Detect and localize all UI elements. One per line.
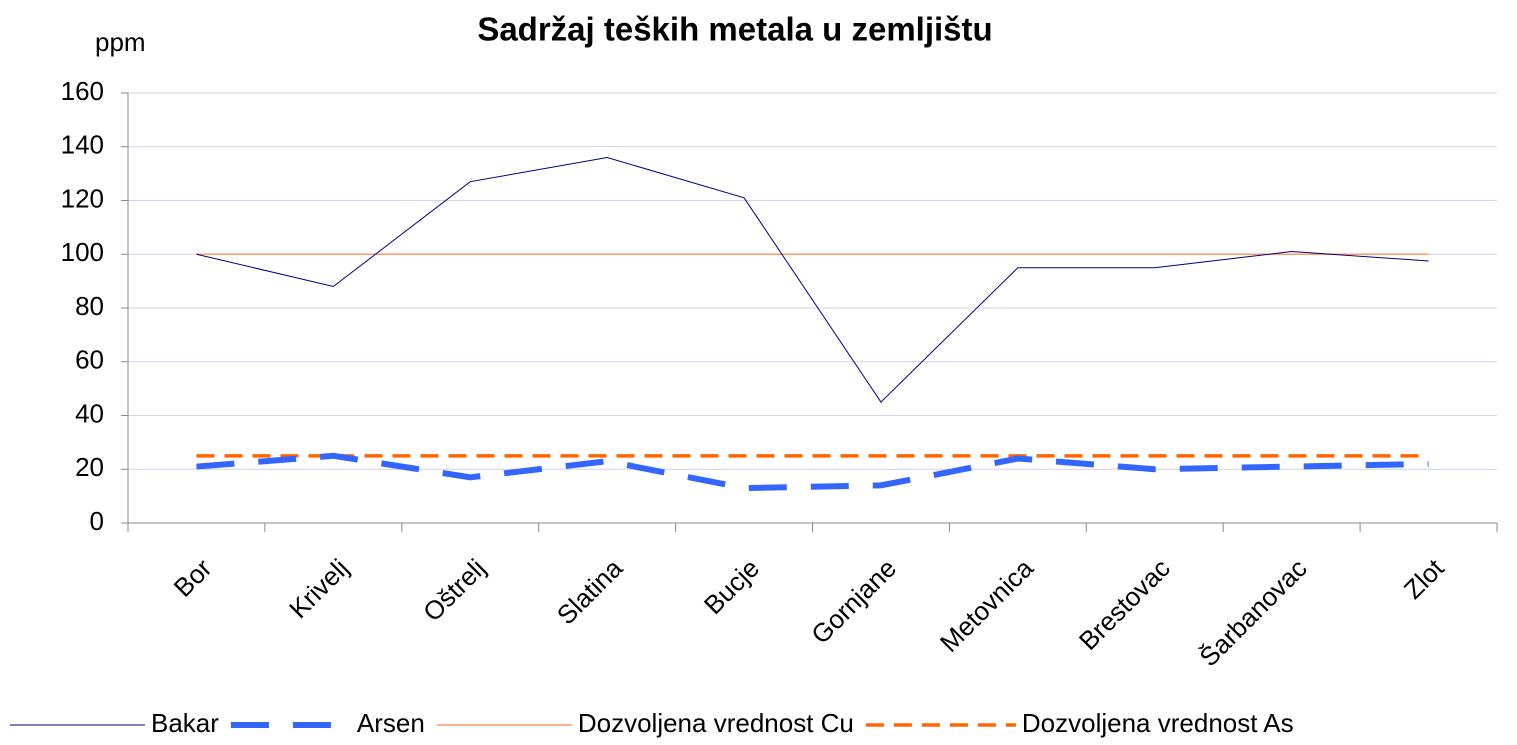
y-tick-label: 160 [61, 76, 104, 106]
legend-label: Dozvoljena vrednost Cu [578, 708, 854, 738]
legend-label: Arsen [357, 708, 425, 738]
y-tick-label: 0 [90, 506, 104, 536]
x-tick-label: Bor [168, 553, 218, 603]
y-tick-label: 40 [75, 398, 104, 428]
y-tick-label: 140 [61, 130, 104, 160]
series-line [196, 452, 1429, 492]
x-tick-label: Šarbanovac [1193, 553, 1312, 672]
x-tick-label: Slatina [551, 553, 629, 631]
x-tick-label: Zlot [1398, 552, 1450, 604]
chart-title: Sadržaj teških metala u zemljištu [477, 11, 992, 48]
x-tick-label: Bucje [698, 553, 765, 620]
legend-label: Bakar [151, 708, 219, 738]
x-tick-label: Gornjane [805, 553, 902, 650]
x-tick-label: Oštrelj [417, 553, 491, 627]
y-tick-label: 20 [75, 452, 104, 482]
y-tick-label: 100 [61, 237, 104, 267]
series-line [196, 156, 1429, 403]
x-tick-label: Metovnica [934, 553, 1039, 658]
y-tick-label: 80 [75, 291, 104, 321]
legend-label: Dozvoljena vrednost As [1022, 708, 1294, 738]
x-tick-label: Krivelj [283, 553, 354, 624]
y-tick-label: 60 [75, 345, 104, 375]
x-tick-label: Brestovac [1073, 553, 1176, 656]
y-tick-label: 120 [61, 183, 104, 213]
y-axis-label: ppm [95, 27, 146, 57]
